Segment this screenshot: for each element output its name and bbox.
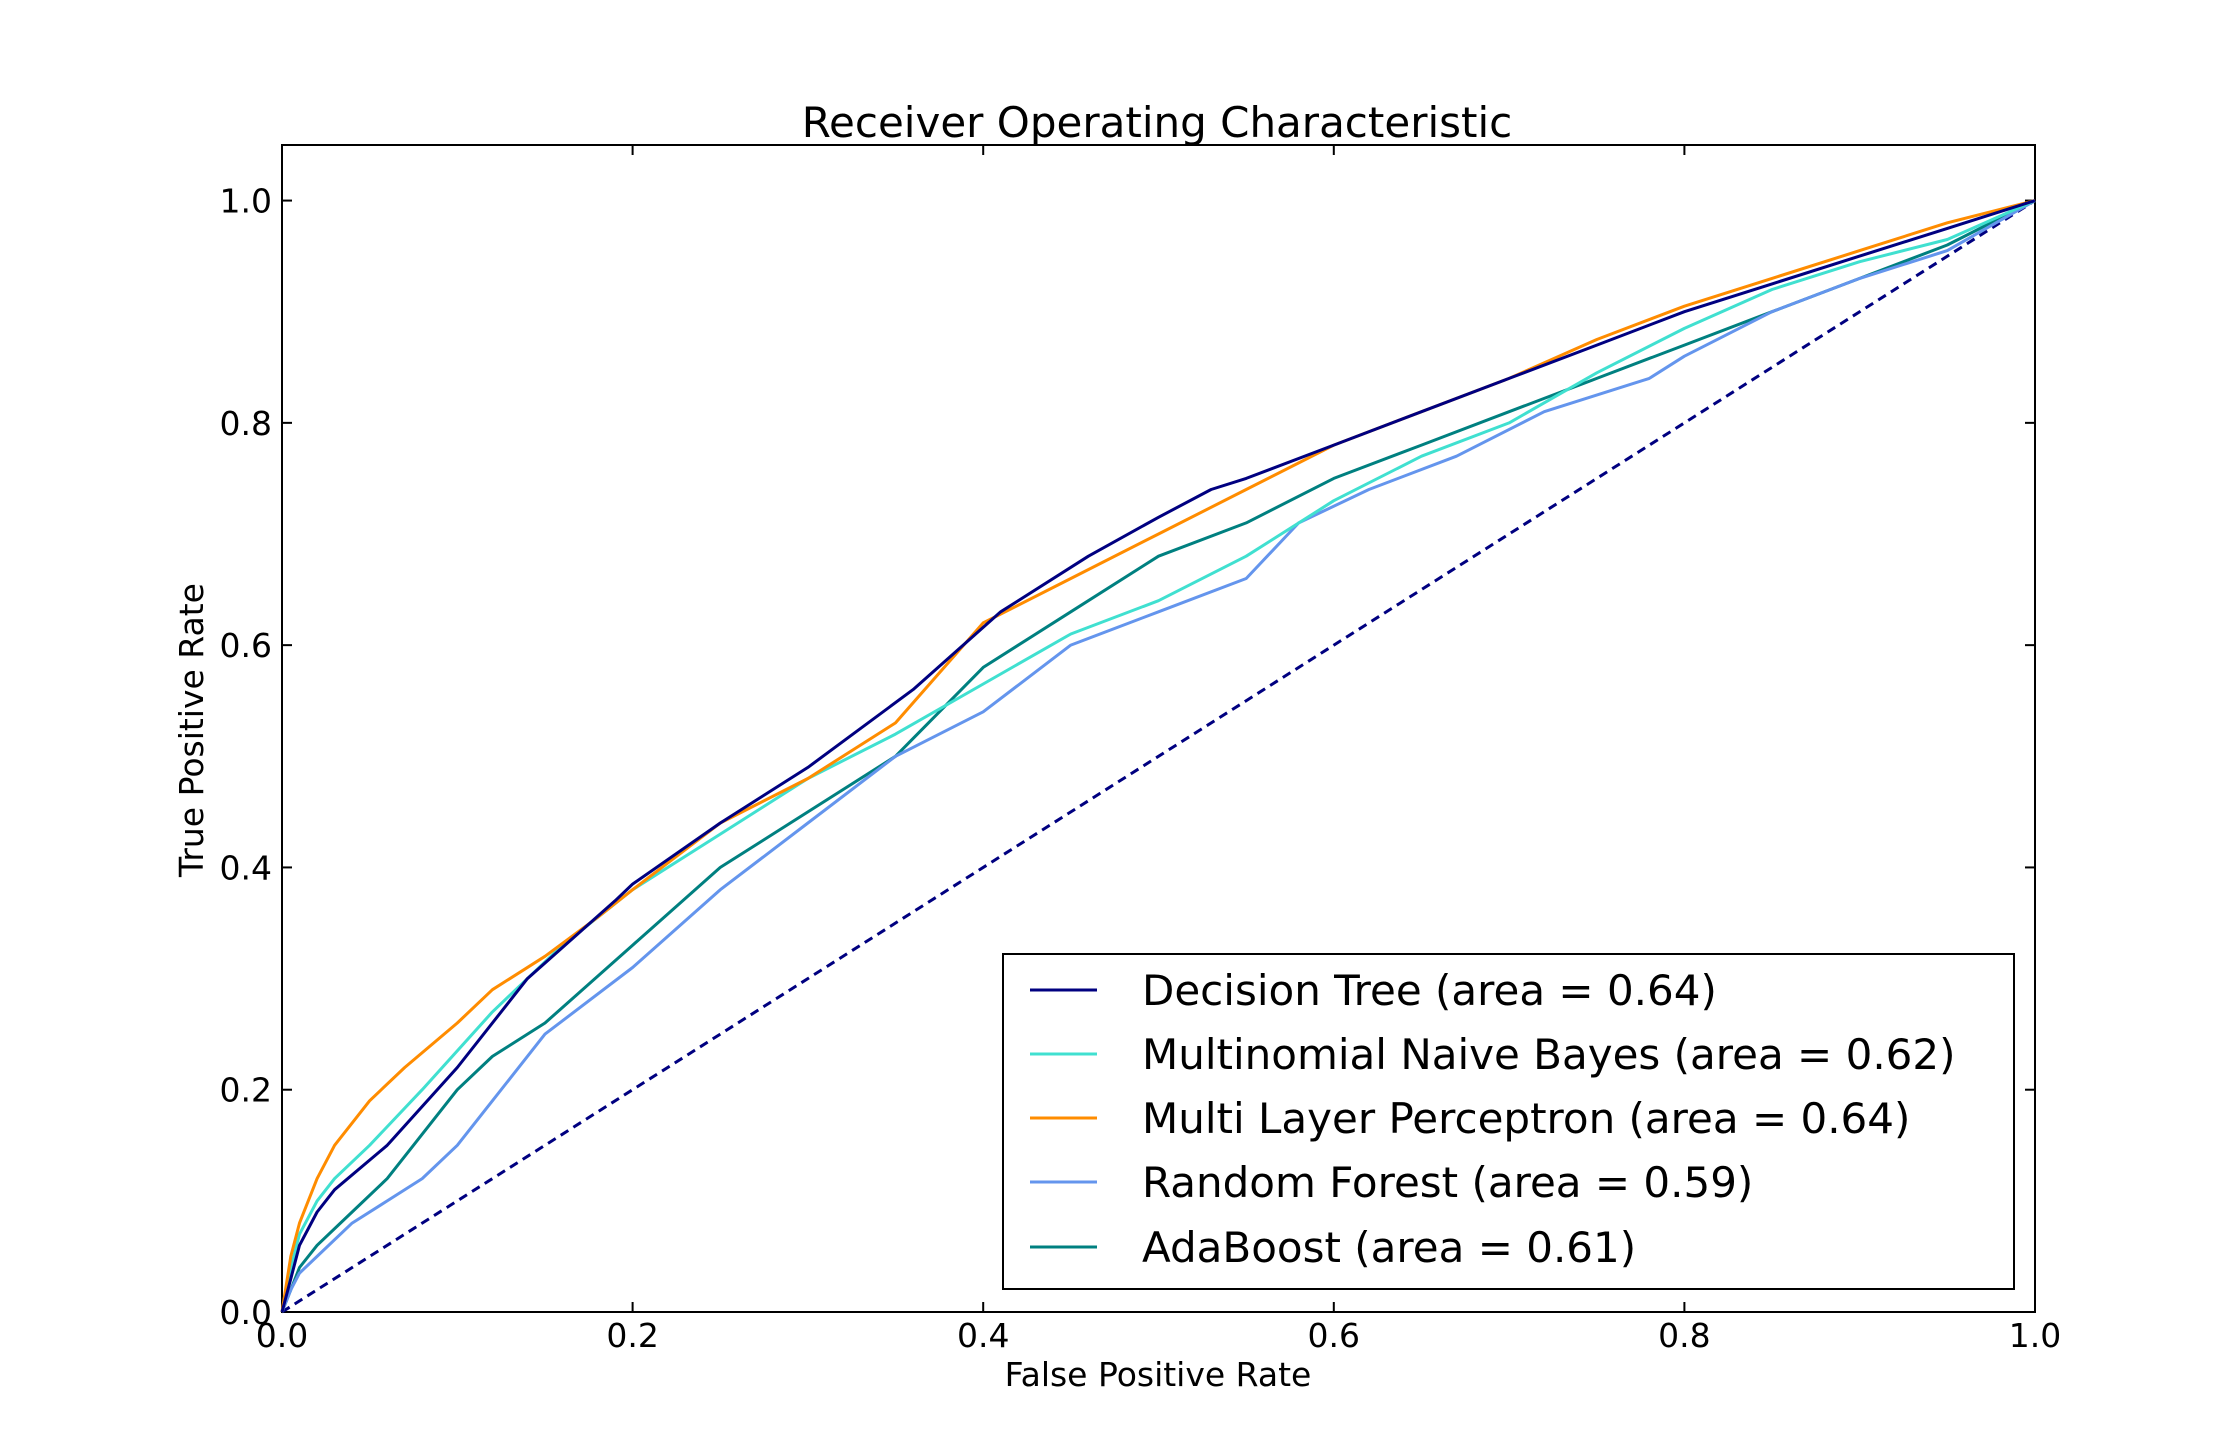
x-tick-label: 0.0	[256, 1316, 308, 1355]
series-line-2	[280, 199, 2036, 1313]
x-tick-label: 0.6	[1308, 1316, 1360, 1355]
y-tick-labels: 0.0 0.2 0.4 0.6 0.8 1.0	[220, 182, 272, 1332]
chart-title: Receiver Operating Characteristic	[802, 98, 1513, 147]
legend-label-4: AdaBoost (area = 0.61)	[1142, 1223, 1636, 1272]
series-line-0	[280, 199, 2036, 1313]
x-axis-label: False Positive Rate	[1005, 1355, 1312, 1394]
legend-label-3: Random Forest (area = 0.59)	[1142, 1158, 1753, 1207]
y-tick-label: 0.8	[220, 404, 272, 443]
y-tick-label: 0.4	[220, 848, 272, 887]
x-tick-label: 1.0	[2009, 1316, 2061, 1355]
x-tick-label: 0.4	[957, 1316, 1009, 1355]
x-tick-labels: 0.0 0.2 0.4 0.6 0.8 1.0	[256, 1316, 2061, 1355]
x-tick-label: 0.8	[1658, 1316, 1710, 1355]
chance-diagonal-line	[281, 199, 2036, 1314]
series-lines	[280, 199, 2036, 1314]
y-axis-label: True Positive Rate	[172, 583, 211, 878]
y-tick-label: 1.0	[220, 182, 272, 221]
series-line-3	[280, 199, 2036, 1313]
y-tick-label: 0.6	[220, 626, 272, 665]
y-tick-label: 0.2	[220, 1071, 272, 1110]
legend-label-2: Multi Layer Perceptron (area = 0.64)	[1142, 1094, 1910, 1143]
series-line-1	[280, 199, 2036, 1313]
legend-box	[1002, 953, 2015, 1290]
legend: Decision Tree (area = 0.64) Multinomial N…	[1002, 953, 2015, 1290]
y-tick-label: 0.0	[220, 1293, 272, 1332]
legend-label-0: Decision Tree (area = 0.64)	[1142, 966, 1717, 1015]
legend-label-1: Multinomial Naive Bayes (area = 0.62)	[1142, 1030, 1956, 1079]
x-tick-label: 0.2	[606, 1316, 658, 1355]
